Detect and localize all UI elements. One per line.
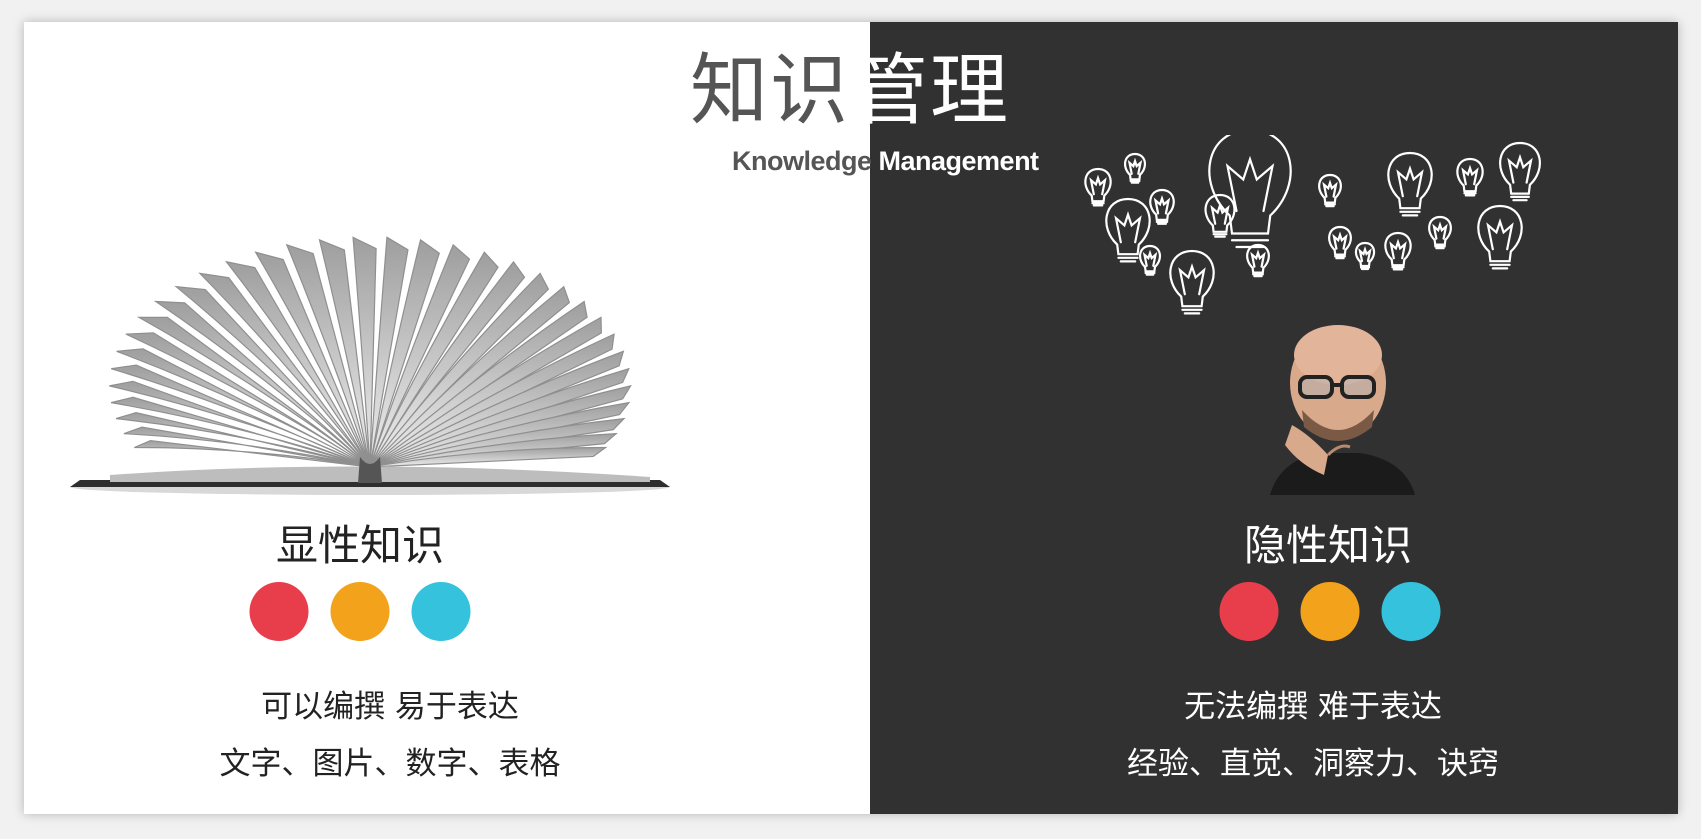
page-title: 知识管理: [690, 28, 1010, 140]
book-page: [225, 260, 371, 468]
light-bulb: [1084, 167, 1112, 207]
book-page: [369, 446, 608, 468]
book-page: [318, 238, 371, 468]
book-page: [198, 272, 371, 468]
light-bulb: [1246, 243, 1270, 278]
book-page: [110, 364, 371, 468]
explicit-description-line1: 可以编撰 易于表达: [261, 689, 519, 725]
light-bulb: [1208, 135, 1292, 249]
light-bulb: [1428, 215, 1452, 250]
light-bulb: [1169, 249, 1215, 315]
orange-dot: [330, 582, 390, 641]
tacit-knowledge-panel: [870, 22, 1678, 814]
explicit-description-line2: 文字、图片、数字、表格: [219, 746, 561, 782]
light-bulb: [1123, 152, 1147, 184]
red-dot: [1219, 582, 1279, 641]
cyan-dot: [411, 582, 471, 641]
light-bulb: [1138, 244, 1162, 276]
book-page: [369, 243, 471, 468]
book-page: [110, 396, 371, 468]
cyan-dot: [1381, 582, 1441, 641]
light-bulb: [1456, 157, 1484, 197]
book-page: [285, 243, 371, 468]
tacit-description-line2: 经验、直觉、洞察力、诀窍: [1127, 746, 1499, 782]
book-page: [174, 285, 371, 468]
book-page: [116, 348, 371, 468]
title-block: 知识管理 Knowledge Management: [690, 28, 1050, 188]
open-book-icon: [70, 236, 670, 495]
light-bulb: [1384, 231, 1412, 271]
light-bulb: [1499, 141, 1541, 202]
light-bulb: [1328, 225, 1352, 260]
book-page: [115, 412, 371, 468]
book-page: [153, 300, 371, 468]
title-part-right: 管理: [850, 46, 1011, 136]
book-page: [109, 380, 371, 468]
book-page: [123, 426, 371, 468]
explicit-knowledge-heading: 显性知识: [275, 521, 445, 570]
light-bulbs-icon: [1084, 135, 1541, 315]
light-bulb: [1477, 204, 1523, 270]
subtitle-part-left: Knowledge: [732, 146, 872, 176]
subtitle-part-right: Management: [871, 146, 1040, 176]
red-dot: [249, 582, 309, 641]
book-page: [136, 316, 371, 468]
light-bulb: [1318, 173, 1342, 208]
book-page: [369, 238, 440, 468]
book-page: [369, 251, 499, 468]
book-page: [134, 440, 371, 468]
light-bulb: [1354, 241, 1376, 271]
thinking-man-icon: [1270, 325, 1415, 495]
book-page: [369, 236, 409, 468]
tacit-description-line1: 无法编撰 难于表达: [1184, 689, 1442, 725]
book-page: [254, 251, 371, 468]
light-bulb: [1105, 197, 1151, 263]
tacit-dots: [1219, 582, 1441, 642]
tacit-knowledge-heading: 隐性知识: [1243, 521, 1413, 570]
page-subtitle: Knowledge Management: [732, 146, 1039, 177]
book-page: [352, 236, 377, 468]
light-bulb: [1387, 151, 1433, 217]
light-bulb: [1204, 193, 1236, 238]
orange-dot: [1300, 582, 1360, 641]
explicit-dots: [249, 582, 471, 642]
book-page: [125, 332, 371, 468]
light-bulb: [1149, 188, 1175, 225]
title-part-left: 知识: [690, 46, 851, 136]
